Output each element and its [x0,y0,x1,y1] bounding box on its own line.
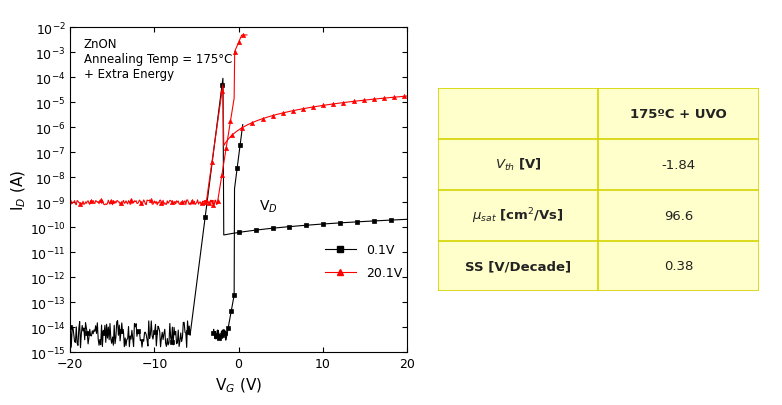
Text: V$_D$: V$_D$ [259,198,278,214]
Text: -1.84: -1.84 [662,158,695,172]
X-axis label: V$_G$ (V): V$_G$ (V) [215,376,262,394]
Text: 0.38: 0.38 [664,260,693,273]
Legend: 0.1V, 20.1V: 0.1V, 20.1V [320,239,407,285]
Text: $V_{th}$ [V]: $V_{th}$ [V] [495,157,541,173]
Text: 175ºC + UVO: 175ºC + UVO [630,108,726,121]
Text: 96.6: 96.6 [664,209,693,222]
Text: SS [V/Decade]: SS [V/Decade] [465,260,571,273]
Text: $\mu_{sat}$ [cm$^2$/Vs]: $\mu_{sat}$ [cm$^2$/Vs] [472,206,564,226]
Y-axis label: I$_D$ (A): I$_D$ (A) [10,170,28,211]
Text: ZnON
Annealing Temp = 175°C
+ Extra Energy: ZnON Annealing Temp = 175°C + Extra Ener… [84,38,232,81]
